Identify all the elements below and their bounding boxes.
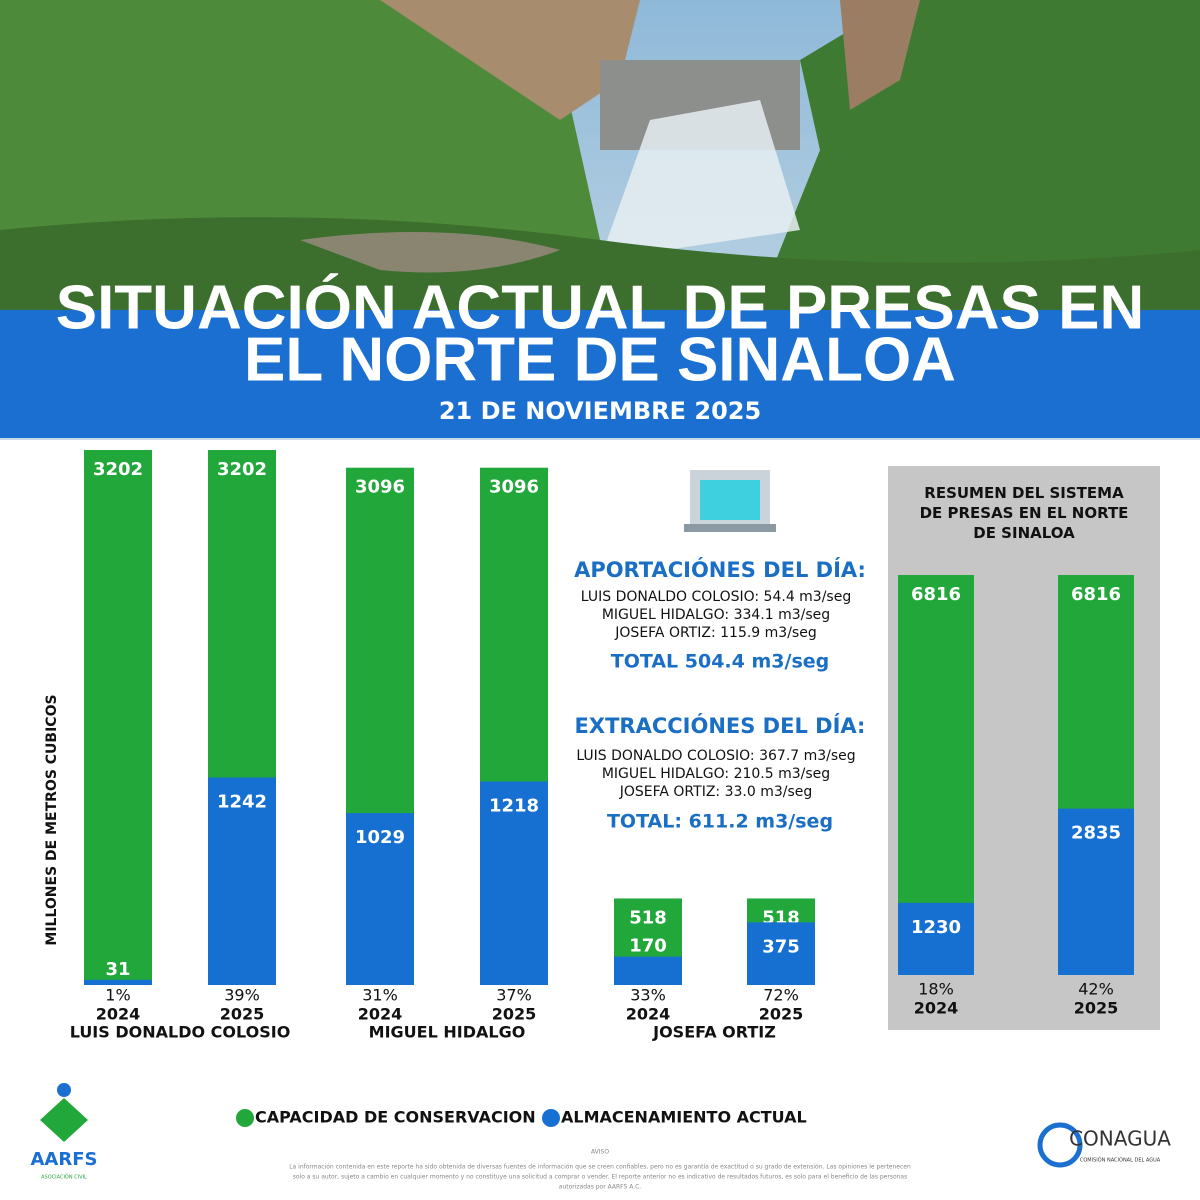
info-line: MIGUEL HIDALGO: 210.5 m3/seg — [602, 766, 830, 782]
x-tick-label: 2025 — [220, 1005, 265, 1024]
title: EL NORTE DE SINALOA — [244, 325, 956, 394]
value-label: 2835 — [1071, 823, 1121, 844]
conagua-logo: CONAGUA COMISIÓN NACIONAL DEL AGUA — [1037, 1122, 1171, 1168]
notice: solo a su autor, sujeto a cambio en cual… — [293, 1174, 908, 1181]
x-tick-label: 2024 — [96, 1005, 141, 1024]
storage-bar — [208, 777, 276, 985]
value-label: 3202 — [93, 459, 143, 480]
heading: APORTACIÓNES DEL DÍA: — [574, 557, 866, 582]
x-tick-label: 2024 — [626, 1005, 671, 1024]
info-line: MIGUEL HIDALGO: 334.1 m3/seg — [602, 607, 830, 623]
date: 21 DE NOVIEMBRE 2025 — [439, 397, 761, 425]
legend-swatch — [542, 1109, 560, 1127]
percent-label: 72% — [763, 986, 799, 1005]
legend-label: CAPACIDAD DE CONSERVACION — [255, 1108, 536, 1127]
y-axis-label: MILLONES DE METROS CUBICOS — [44, 694, 60, 945]
x-tick-label: 2024 — [914, 999, 959, 1018]
title: SITUACIÓN ACTUAL DE PRESAS EN — [56, 273, 1145, 342]
header-photo — [0, 0, 1200, 440]
legend-label: ALMACENAMIENTO ACTUAL — [561, 1108, 807, 1127]
storage-bar — [480, 781, 548, 985]
percent-label: 42% — [1078, 980, 1114, 999]
org-sub: ASOCIACIÓN CIVIL — [41, 1174, 87, 1181]
percent-label: 18% — [918, 980, 954, 999]
title-band — [0, 310, 1200, 438]
value-label: 1029 — [355, 827, 405, 848]
notice: autorizadas por AARFS A.C. — [559, 1184, 642, 1191]
storage-bar — [747, 922, 815, 985]
dam-icon — [684, 470, 776, 532]
summary-title: RESUMEN DEL SISTEMA DE PRESAS EN EL NORTE… — [920, 484, 1129, 542]
storage-bar — [614, 956, 682, 985]
group-label: JOSEFA ORTIZ — [652, 1023, 776, 1042]
info-line: JOSEFA ORTIZ: 33.0 m3/seg — [619, 784, 813, 800]
percent-label: 37% — [496, 986, 532, 1005]
notice: La información contenida en este reporte… — [289, 1164, 911, 1171]
storage-bar — [1058, 808, 1134, 975]
agency: CONAGUA — [1069, 1127, 1171, 1151]
capacity-bar — [84, 450, 152, 985]
notice-title: AVISO — [591, 1149, 609, 1156]
info-line: JOSEFA ORTIZ: 115.9 m3/seg — [614, 625, 816, 641]
value-label: 1218 — [489, 795, 539, 816]
x-tick-label: 2024 — [358, 1005, 403, 1024]
value-label: 1242 — [217, 791, 267, 812]
group-label: LUIS DONALDO COLOSIO — [70, 1023, 291, 1042]
percent-label: 33% — [630, 986, 666, 1005]
x-tick-label: 2025 — [492, 1005, 537, 1024]
total: TOTAL 504.4 m3/seg — [611, 651, 830, 673]
percent-label: 1% — [105, 986, 130, 1005]
value-label: 3096 — [489, 477, 539, 498]
aarfs-logo: AARFS ASOCIACIÓN CIVIL — [31, 1083, 98, 1181]
value-label: 6816 — [911, 584, 961, 605]
x-tick-label: 2025 — [759, 1005, 804, 1024]
storage-bar — [898, 902, 974, 975]
value-label: 1230 — [911, 917, 961, 938]
value-label: 3096 — [355, 477, 405, 498]
x-tick-label: 2025 — [1074, 999, 1119, 1018]
info-line: LUIS DONALDO COLOSIO: 367.7 m3/seg — [576, 748, 855, 764]
value-label: 170 — [629, 936, 667, 957]
group-label: MIGUEL HIDALGO — [369, 1023, 526, 1042]
org: AARFS — [31, 1149, 98, 1170]
value-label: 518 — [629, 907, 667, 928]
value-label: 3202 — [217, 459, 267, 480]
storage-bar — [84, 979, 152, 985]
agency-sub: COMISIÓN NACIONAL DEL AGUA — [1080, 1157, 1161, 1164]
value-label: 6816 — [1071, 584, 1121, 605]
legend-swatch — [236, 1109, 254, 1127]
storage-bar — [346, 813, 414, 985]
value-label: 31 — [105, 959, 130, 980]
total: TOTAL: 611.2 m3/seg — [607, 811, 833, 833]
percent-label: 39% — [224, 986, 260, 1005]
info-line: LUIS DONALDO COLOSIO: 54.4 m3/seg — [581, 589, 851, 605]
heading: EXTRACCIÓNES DEL DÍA: — [575, 713, 866, 738]
percent-label: 31% — [362, 986, 398, 1005]
value-label: 375 — [762, 936, 800, 957]
